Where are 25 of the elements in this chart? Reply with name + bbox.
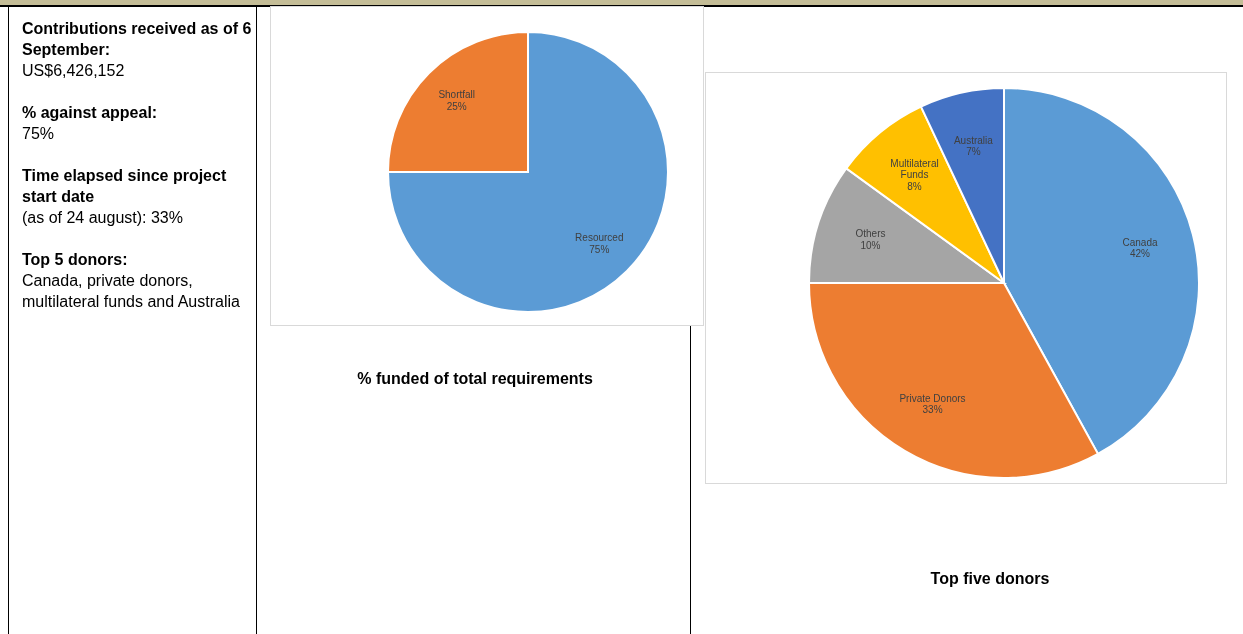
data-label: 7% <box>966 146 981 158</box>
text: Canada, private donors, multilateral funds and Australia <box>22 271 241 312</box>
slice-label: Private Donors <box>899 392 966 404</box>
data-label: 33% <box>922 404 943 416</box>
slice-label: Resourced <box>575 232 624 244</box>
text: Time elapsed since project start date <box>22 166 228 207</box>
slice-label: Shortfall <box>438 89 476 101</box>
pie-slice <box>387 31 669 313</box>
data-label: 10% <box>860 239 881 251</box>
text: % funded of total requirements <box>356 370 594 388</box>
data-label: 42% <box>1129 248 1151 260</box>
slice-label: Others <box>855 228 886 240</box>
text: Top five donors <box>929 570 1051 588</box>
slice-label: Multilateral Funds <box>890 157 939 181</box>
text: Top 5 donors: <box>22 250 129 270</box>
data-label: 25% <box>446 100 467 112</box>
data-label: 8% <box>907 180 922 192</box>
text: 75% <box>22 124 56 144</box>
text: (as of 24 august): 33% <box>22 208 184 228</box>
text: % against appeal: <box>22 103 159 123</box>
slice-label: Australia <box>953 134 994 146</box>
data-label: 75% <box>589 243 610 255</box>
text: US$6,426,152 <box>22 61 126 81</box>
text: Contributions received as of 6 September: <box>22 19 252 60</box>
slice-label: Canada <box>1122 236 1158 248</box>
